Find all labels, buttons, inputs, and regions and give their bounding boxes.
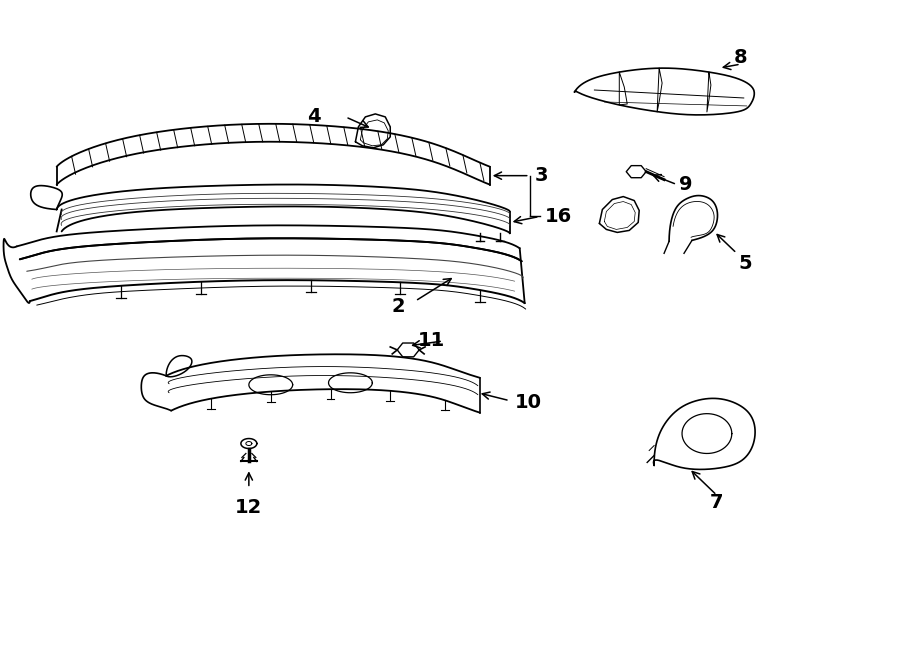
Text: 11: 11 [418,331,445,350]
Text: 3: 3 [535,166,548,185]
Text: 16: 16 [544,207,572,226]
Text: 12: 12 [235,498,263,518]
Text: 7: 7 [710,492,724,512]
Text: 4: 4 [307,107,320,126]
Text: 2: 2 [392,297,405,315]
Text: 9: 9 [679,175,692,194]
Text: 10: 10 [515,393,542,412]
Text: 8: 8 [734,48,748,67]
Text: 5: 5 [739,254,752,273]
